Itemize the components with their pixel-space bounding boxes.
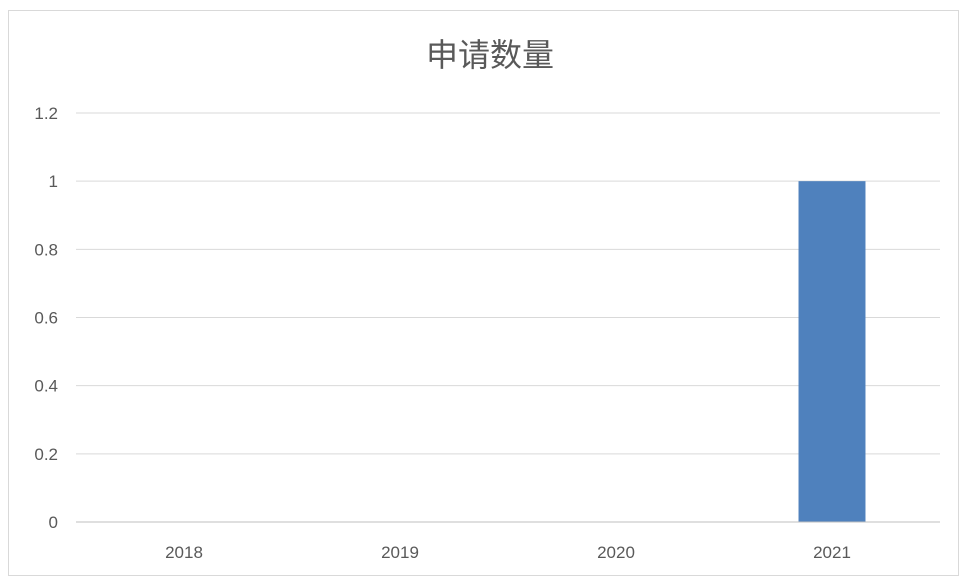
y-tick-label: 0 bbox=[49, 513, 58, 532]
bar-2021 bbox=[798, 181, 866, 522]
chart-title: 申请数量 bbox=[426, 36, 554, 74]
y-tick-label: 0.4 bbox=[34, 377, 58, 396]
y-axis-ticks: 0 0.2 0.4 0.6 0.8 1 1.2 bbox=[34, 104, 58, 532]
y-tick-label: 0.8 bbox=[34, 240, 58, 259]
y-tick-label: 0.6 bbox=[34, 309, 58, 328]
y-tick-label: 0.2 bbox=[34, 445, 58, 464]
bars bbox=[798, 181, 866, 522]
y-tick-label: 1.2 bbox=[34, 104, 58, 123]
x-tick-label: 2018 bbox=[165, 543, 203, 562]
y-tick-label: 1 bbox=[49, 172, 58, 191]
x-tick-label: 2021 bbox=[813, 543, 851, 562]
x-tick-label: 2019 bbox=[381, 543, 419, 562]
x-axis-ticks: 2018 2019 2020 2021 bbox=[165, 543, 851, 562]
gridlines bbox=[76, 112, 940, 455]
x-tick-label: 2020 bbox=[597, 543, 635, 562]
